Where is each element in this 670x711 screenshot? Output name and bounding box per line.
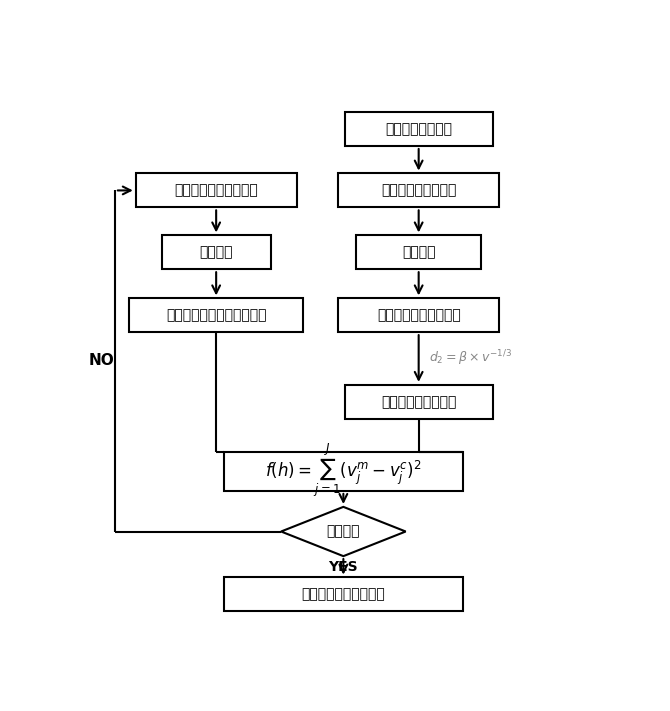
- Polygon shape: [281, 507, 406, 556]
- Text: 铸件及浇注系统组树: 铸件及浇注系统组树: [381, 183, 456, 198]
- Bar: [344, 385, 492, 419]
- Text: 取样分析二次枝晶间距: 取样分析二次枝晶间距: [377, 309, 460, 322]
- Text: 铸造成型: 铸造成型: [402, 245, 436, 260]
- Bar: [344, 112, 492, 146]
- Text: 计算对应的冷却速率: 计算对应的冷却速率: [381, 395, 456, 409]
- Text: $f(h) = \sum_{j=1}^{J}(v_j^m - v_j^c)^2$: $f(h) = \sum_{j=1}^{J}(v_j^m - v_j^c)^2$: [265, 442, 421, 501]
- Bar: [338, 173, 499, 208]
- Text: NO: NO: [89, 353, 115, 368]
- Bar: [135, 173, 297, 208]
- Text: 设计铸件标准结构: 设计铸件标准结构: [385, 122, 452, 136]
- Text: 精度收敛: 精度收敛: [327, 525, 360, 538]
- Bar: [129, 299, 303, 332]
- Text: 提取试样对应位置冷却速率: 提取试样对应位置冷却速率: [166, 309, 267, 322]
- Bar: [356, 235, 481, 269]
- Text: $d_2 = \beta \times v^{-1/3}$: $d_2 = \beta \times v^{-1/3}$: [429, 348, 513, 368]
- Bar: [224, 577, 463, 611]
- Text: YES: YES: [328, 560, 358, 574]
- Text: 数值分析: 数值分析: [200, 245, 233, 260]
- Bar: [161, 235, 271, 269]
- Bar: [338, 299, 499, 332]
- Bar: [224, 451, 463, 491]
- Text: 确定目标界面换热系数: 确定目标界面换热系数: [302, 587, 385, 602]
- Text: 设定初始界面换热系数: 设定初始界面换热系数: [174, 183, 258, 198]
